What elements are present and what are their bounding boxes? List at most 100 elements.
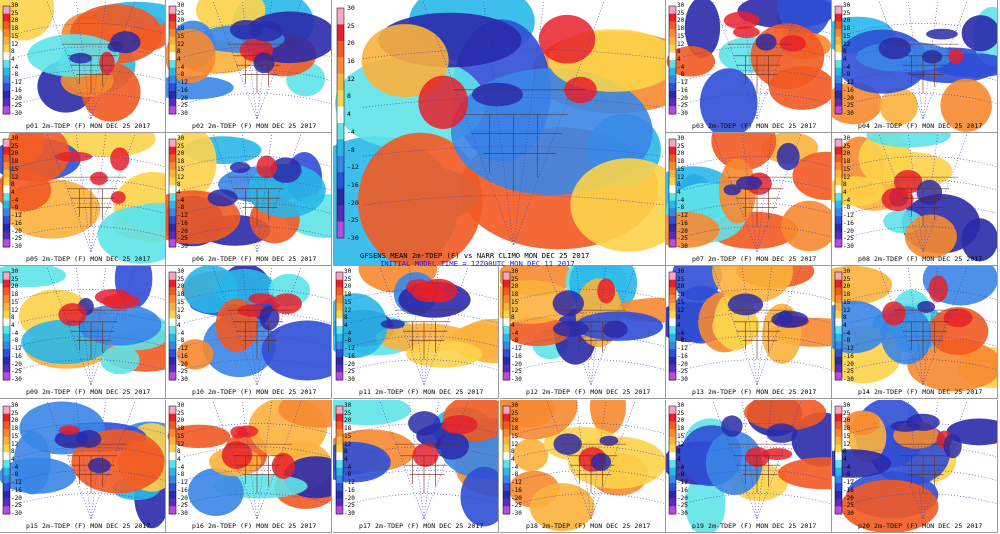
colorbar-tick-label: 18 — [177, 425, 185, 433]
colorbar-tick-label: 20 — [677, 150, 685, 158]
warm-anomaly-core — [943, 308, 973, 328]
warm-anomaly-area — [513, 438, 549, 472]
colorbar-swatch — [336, 349, 343, 358]
warm-anomaly-core — [248, 293, 276, 305]
member-panel: 30 25 20 18 15 12 8 4 -4 -8 -12 -16 -20 -25 -30 p18 2m-… — [500, 400, 666, 533]
colorbar-tick-label: 15 — [511, 298, 519, 306]
colorbar-swatch — [3, 21, 10, 30]
colorbar-tick-label: 25 — [11, 275, 19, 283]
colorbar-swatch — [337, 221, 344, 239]
colorbar-tick-label: -8 — [347, 145, 355, 154]
colorbar-swatch — [3, 60, 10, 69]
colorbar-tick-label: 12 — [677, 40, 685, 48]
colorbar-tick-label: 18 — [177, 158, 185, 166]
warm-anomaly-area — [711, 133, 777, 171]
colorbar-tick-label: -25 — [511, 368, 522, 376]
colorbar-tick-label: 30 — [344, 402, 352, 409]
north-america-outline — [553, 279, 638, 369]
colorbar-tick-label: -20 — [11, 494, 22, 502]
colorbar-swatch — [169, 272, 176, 281]
colorbar-swatch — [3, 44, 10, 53]
colorbar-tick-label: 18 — [843, 25, 851, 33]
colorbar-tick-label: 12 — [511, 440, 519, 448]
colorbar-tick-label: 18 — [511, 291, 519, 299]
colorbar-tick-label: 30 — [677, 2, 685, 9]
colorbar-swatch — [835, 483, 842, 492]
cold-anomaly-area — [961, 218, 997, 262]
colorbar-swatch — [835, 13, 842, 22]
colorbar-tick-label: 15 — [843, 432, 851, 440]
colorbar-swatch — [336, 326, 343, 335]
colorbar-tick-label: -8 — [11, 204, 19, 212]
colorbar-swatch — [835, 185, 842, 194]
colorbar-swatch — [169, 162, 176, 171]
colorbar-tick-label: 12 — [177, 306, 185, 314]
colorbar-tick-label: 30 — [511, 402, 519, 409]
colorbar-tick-label: 18 — [843, 425, 851, 433]
colorbar-swatch — [669, 490, 676, 500]
colorbar-swatch — [336, 475, 343, 484]
colorbar-tick-label: 20 — [344, 417, 352, 425]
colorbar-tick-label: 30 — [843, 135, 851, 142]
warm-anomaly-core — [110, 191, 126, 204]
colorbar-tick-label: 18 — [11, 425, 19, 433]
colorbar-swatch — [3, 372, 10, 381]
colorbar-swatch — [669, 279, 676, 288]
colorbar-swatch — [835, 272, 842, 281]
colorbar-swatch — [3, 75, 10, 84]
member-panel: 30 25 20 18 15 12 8 4 -4 -8 -12 -16 -20 -25 -30 p04 2m-… — [832, 0, 998, 133]
colorbar-swatch — [835, 177, 842, 186]
colorbar-tick-label: 20 — [843, 283, 851, 291]
member-anomaly-map — [666, 0, 831, 132]
warm-anomaly-area — [589, 400, 627, 435]
cold-anomaly-area — [124, 202, 165, 232]
colorbar-tick-label: 20 — [177, 283, 185, 291]
colorbar-swatch — [3, 154, 10, 163]
colorbar-swatch — [669, 452, 676, 461]
colorbar-swatch — [336, 467, 343, 476]
colorbar-swatch — [669, 13, 676, 22]
colorbar-frame — [668, 5, 677, 115]
colorbar-tick-label: -16 — [177, 352, 188, 360]
member-anomaly-map — [0, 266, 165, 386]
colorbar-swatch — [835, 139, 842, 148]
colorbar-tick-label: 12 — [11, 173, 19, 181]
colorbar-swatch — [669, 139, 676, 148]
colorbar-tick-label: -16 — [11, 86, 22, 94]
warm-anomaly-area — [666, 211, 720, 248]
colorbar-swatch — [336, 318, 343, 327]
colorbar-swatch — [336, 506, 343, 515]
colorbar-swatch — [3, 475, 10, 484]
warm-anomaly-area — [570, 158, 665, 252]
colorbar-swatch — [336, 287, 343, 296]
colorbar-tick-label: 25 — [677, 409, 685, 417]
colorbar-tick-label: -20 — [177, 494, 188, 502]
colorbar-tick-label: 18 — [344, 291, 352, 299]
colorbar-swatch — [3, 349, 10, 358]
colorbar-tick-label: -20 — [677, 360, 688, 368]
cold-anomaly-core — [777, 310, 793, 325]
member-anomaly-map — [167, 400, 331, 520]
colorbar-tick-label: 30 — [347, 4, 355, 12]
colorbar-swatch — [3, 208, 10, 217]
colorbar-tick-label: 4 — [843, 189, 847, 196]
colorbar-tick-label: -30 — [11, 110, 22, 117]
colorbar-tick-label: 8 — [843, 181, 847, 189]
colorbar-tick-label: -30 — [177, 510, 188, 517]
member-anomaly-map — [333, 400, 498, 527]
colorbar-tick-label: -25 — [843, 502, 854, 510]
colorbar-swatch — [3, 52, 10, 61]
colorbar-tick-label: -12 — [177, 79, 188, 87]
colorbar-swatch — [3, 483, 10, 492]
member-panel: 30 25 20 18 15 12 8 4 -4 -8 -12 -16 -20 -25 -30 p11 2m-… — [333, 266, 499, 399]
colorbar-tick-label: -16 — [177, 486, 188, 494]
colorbar-tick-label: 15 — [177, 165, 185, 173]
colorbar-tick-label: 30 — [843, 2, 851, 9]
colorbar-swatch — [337, 73, 344, 91]
colorbar-tick-label: -25 — [177, 368, 188, 376]
colorbar-swatch — [336, 429, 343, 438]
colorbar-tick-label: -12 — [347, 163, 359, 172]
member-panel-label: p12 2m-TDEP (F) MON DEC 25 2017 — [526, 388, 651, 396]
colorbar-tick-label: -12 — [177, 479, 188, 487]
colorbar-tick-label: -12 — [843, 345, 854, 353]
